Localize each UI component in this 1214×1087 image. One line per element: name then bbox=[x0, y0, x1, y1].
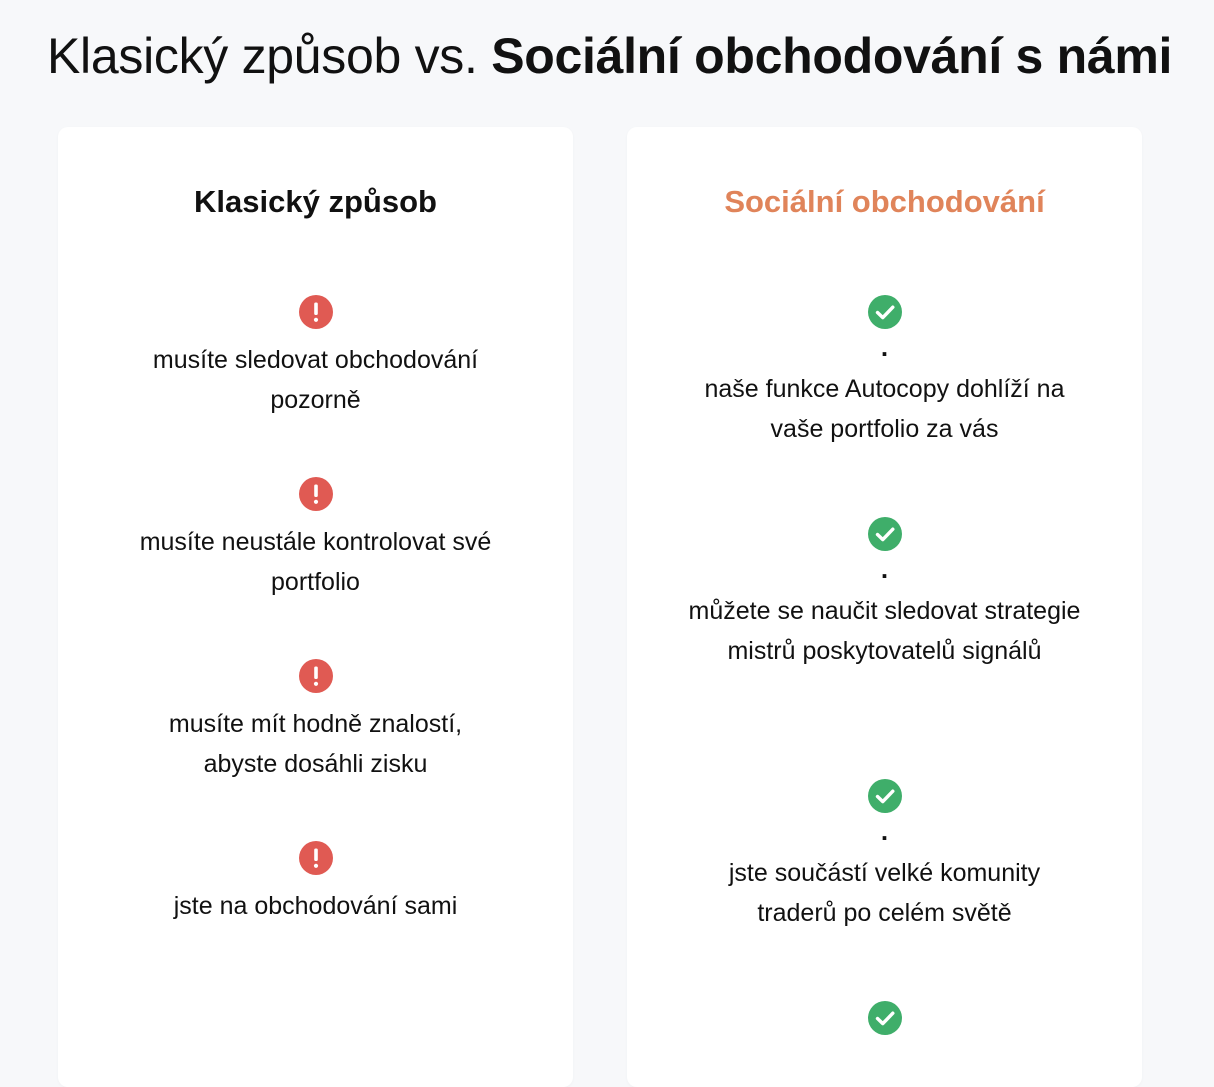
social-item bbox=[627, 1001, 1142, 1035]
social-item: . naše funkce Autocopy dohlíží na vaše p… bbox=[627, 295, 1142, 449]
exclamation-circle-icon bbox=[298, 841, 333, 875]
classic-card-title: Klasický způsob bbox=[194, 184, 437, 219]
classic-item: musíte neustále kontrolovat své portfoli… bbox=[58, 477, 573, 602]
social-card-title: Sociální obchodování bbox=[724, 184, 1045, 219]
classic-item: jste na obchodování sami bbox=[58, 841, 573, 926]
classic-item-text: jste na obchodování sami bbox=[173, 892, 458, 920]
classic-item-text: musíte neustále kontrolovat své portfoli… bbox=[139, 528, 492, 596]
check-circle-icon bbox=[867, 779, 902, 813]
page-title: Klasický způsob vs. Sociální obchodování… bbox=[47, 26, 1172, 86]
social-item-text: naše funkce Autocopy dohlíží na vaše por… bbox=[704, 375, 1065, 443]
page-title-strong: Sociální obchodování s námi bbox=[491, 28, 1173, 84]
check-circle-icon bbox=[867, 1001, 902, 1035]
exclamation-circle-icon bbox=[298, 659, 333, 693]
social-item-dot: . bbox=[880, 816, 889, 846]
social-item: . jste součástí velké komunity traderů p… bbox=[627, 779, 1142, 933]
check-circle-icon bbox=[867, 295, 902, 329]
classic-item-text: musíte mít hodně znalostí, abyste dosáhl… bbox=[168, 710, 463, 778]
classic-item-text: musíte sledovat obchodování pozorně bbox=[152, 346, 479, 414]
exclamation-circle-icon bbox=[298, 295, 333, 329]
social-item-text: jste součástí velké komunity traderů po … bbox=[728, 859, 1041, 927]
classic-card: Klasický způsob musíte sledovat obchodov… bbox=[58, 127, 573, 1087]
exclamation-circle-icon bbox=[298, 477, 333, 511]
page-title-prefix: Klasický způsob vs. bbox=[47, 28, 478, 84]
social-item-dot: . bbox=[880, 554, 889, 584]
social-item: . můžete se naučit sledovat strategie mi… bbox=[627, 517, 1142, 671]
social-card: Sociální obchodování . naše funkce Autoc… bbox=[627, 127, 1142, 1087]
classic-item: musíte mít hodně znalostí, abyste dosáhl… bbox=[58, 659, 573, 784]
classic-item: musíte sledovat obchodování pozorně bbox=[58, 295, 573, 420]
check-circle-icon bbox=[867, 517, 902, 551]
social-item-dot: . bbox=[880, 332, 889, 362]
social-item-text: můžete se naučit sledovat strategie mist… bbox=[688, 597, 1081, 665]
